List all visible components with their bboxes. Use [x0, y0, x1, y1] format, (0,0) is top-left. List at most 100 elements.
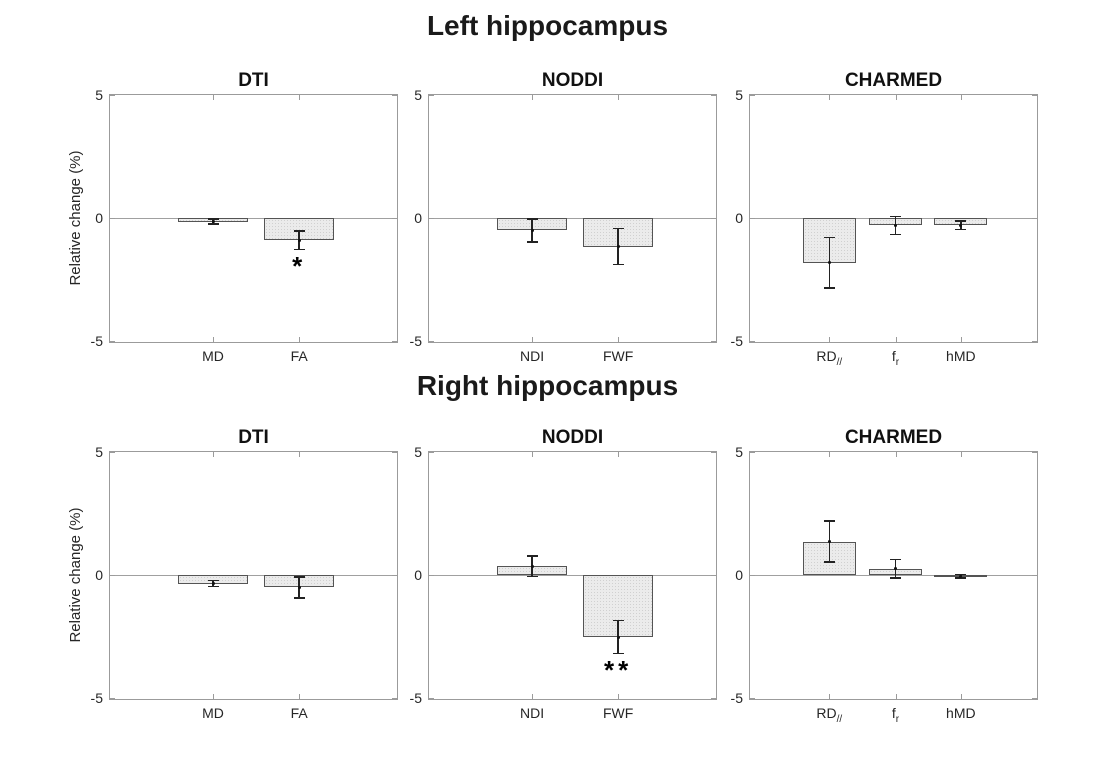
x-tick-mark: [960, 95, 962, 100]
x-tick-mark: [960, 337, 962, 342]
zero-line: [429, 218, 716, 219]
y-axis-tick-label: 0: [414, 210, 422, 226]
y-tick-mark: [1032, 218, 1037, 219]
y-tick-mark: [429, 452, 434, 453]
y-tick-mark: [392, 218, 397, 219]
x-tick-mark: [213, 337, 215, 342]
y-tick-mark: [750, 575, 755, 576]
panel-title-right-dti: DTI: [238, 427, 269, 448]
error-bar-mean-marker: [616, 245, 620, 249]
error-bar-cap: [823, 287, 835, 289]
y-tick-mark: [110, 95, 115, 96]
y-tick-mark: [110, 218, 115, 219]
y-axis-label: Relative change (%): [67, 150, 84, 286]
y-tick-mark: [429, 341, 434, 342]
x-tick-mark: [532, 694, 534, 699]
significance-marker: *: [292, 251, 307, 282]
x-tick-mark: [618, 452, 620, 457]
y-tick-mark: [711, 452, 716, 453]
y-tick-mark: [392, 698, 397, 699]
error-bar-mean-marker: [530, 228, 534, 232]
error-bar-mean-marker: [211, 582, 215, 586]
x-tick-mark: [532, 452, 534, 457]
error-bar-cap: [293, 248, 305, 251]
y-tick-mark: [392, 341, 397, 342]
x-tick-mark: [532, 95, 534, 100]
y-tick-mark: [750, 95, 755, 96]
x-axis-tick-label: hMD: [946, 705, 976, 721]
x-axis-tick-label: FWF: [602, 705, 634, 721]
x-tick-mark: [895, 694, 897, 699]
y-tick-mark: [1032, 452, 1037, 453]
x-axis-tick-label: FWF: [602, 348, 634, 364]
error-bar-cap: [526, 555, 538, 557]
x-tick-mark: [299, 452, 301, 457]
x-tick-mark: [618, 337, 620, 342]
x-axis-tick-label: MD: [202, 705, 224, 721]
figure-title-left-hippocampus: Left hippocampus: [426, 10, 669, 41]
y-tick-mark: [1032, 698, 1037, 699]
x-tick-mark: [213, 452, 215, 457]
y-tick-mark: [429, 698, 434, 699]
significance-marker: **: [604, 655, 633, 686]
error-bar-cap: [955, 228, 967, 231]
y-tick-mark: [711, 341, 716, 342]
error-bar-mean-marker: [959, 223, 963, 227]
error-bar-cap: [890, 558, 902, 561]
error-bar-mean-marker: [616, 635, 620, 639]
error-bar-cap: [955, 577, 967, 579]
x-tick-mark: [213, 95, 215, 100]
error-bar-mean-marker: [297, 585, 301, 589]
y-tick-mark: [110, 698, 115, 699]
x-tick-mark: [618, 694, 620, 699]
y-tick-mark: [750, 698, 755, 699]
y-tick-mark: [1032, 341, 1037, 342]
y-axis-tick-label: -5: [90, 333, 103, 349]
x-tick-mark: [299, 95, 301, 100]
y-tick-mark: [429, 575, 434, 576]
y-tick-mark: [429, 218, 434, 219]
error-bar-cap: [612, 227, 624, 230]
error-bar-cap: [612, 652, 624, 655]
y-tick-mark: [110, 341, 115, 342]
error-bar-mean-marker: [959, 574, 963, 578]
y-axis-tick-label: 0: [95, 210, 103, 226]
y-tick-mark: [392, 95, 397, 96]
error-bar-cap: [207, 223, 219, 225]
x-axis-tick-label: NDI: [519, 348, 545, 364]
x-axis-tick-label: FA: [290, 705, 308, 721]
error-bar-cap: [293, 230, 305, 232]
x-axis-tick-label: fr: [891, 348, 900, 368]
error-bar-cap: [612, 263, 624, 266]
error-bar-cap: [293, 597, 305, 599]
y-axis-tick-label: 5: [414, 87, 422, 103]
x-tick-mark: [829, 337, 831, 342]
error-bar-cap: [293, 576, 305, 578]
figure-title-right-hippocampus: Right hippocampus: [416, 370, 679, 401]
x-tick-mark: [895, 452, 897, 457]
y-axis-tick-label: 5: [95, 87, 103, 103]
panel-title-right-noddi: NODDI: [541, 427, 604, 448]
panel-title-right-charmed: CHARMED: [844, 427, 943, 448]
error-bar-mean-marker: [211, 220, 215, 224]
y-axis-tick-label: 5: [735, 87, 743, 103]
panel-title-left-noddi: NODDI: [541, 70, 604, 91]
y-tick-mark: [392, 452, 397, 453]
error-bar-cap: [526, 241, 538, 243]
y-tick-mark: [1032, 575, 1037, 576]
y-axis-tick-label: -5: [730, 333, 743, 349]
y-tick-mark: [392, 575, 397, 576]
y-tick-mark: [711, 218, 716, 219]
x-tick-mark: [829, 694, 831, 699]
x-tick-mark: [895, 95, 897, 100]
error-bar-cap: [526, 575, 538, 578]
x-axis-tick-label: RD//: [816, 348, 843, 368]
x-axis-tick-label: MD: [202, 348, 224, 364]
error-bar-mean-marker: [894, 223, 898, 227]
y-tick-mark: [110, 452, 115, 453]
x-axis-tick-label: fr: [891, 705, 900, 725]
y-axis-tick-label: 0: [735, 567, 743, 583]
y-tick-mark: [711, 575, 716, 576]
y-tick-mark: [429, 95, 434, 96]
